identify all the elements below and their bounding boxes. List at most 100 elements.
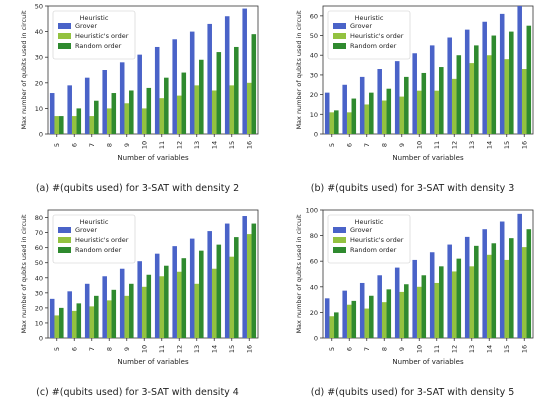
x-tick-label: 14	[210, 141, 218, 149]
x-tick-label: 12	[175, 345, 183, 353]
x-tick-label: 15	[228, 141, 236, 149]
caption-c: (c) #(qubits used) for 3-SAT with densit…	[36, 387, 239, 398]
bar-random	[421, 72, 427, 134]
y-tick-label: 60	[35, 244, 43, 252]
bar-random	[334, 312, 339, 338]
y-tick-label: 0	[39, 131, 43, 139]
y-tick-label: 70	[35, 229, 43, 237]
bar-random	[509, 31, 514, 135]
bar-random	[369, 295, 374, 338]
legend-label-grover: Grover	[350, 226, 372, 234]
legend-label-grover: Grover	[75, 22, 97, 30]
bar-random	[199, 250, 204, 338]
bar-heuristic	[71, 310, 77, 338]
legend-swatch-grover	[58, 23, 71, 29]
bar-grover	[242, 216, 247, 338]
x-tick-label: 7	[363, 347, 371, 351]
bar-heuristic	[106, 300, 112, 338]
y-tick-label: 30	[310, 71, 318, 79]
bar-heuristic	[364, 308, 370, 338]
bar-heuristic	[451, 271, 457, 338]
x-tick-label: 11	[158, 345, 166, 353]
legend-swatch-heuristic	[333, 33, 346, 39]
y-tick-label: 30	[35, 289, 43, 297]
bar-grover	[119, 62, 125, 134]
bar-random	[351, 98, 357, 134]
bar-heuristic	[521, 247, 527, 338]
plot-frame	[322, 209, 534, 339]
bar-grover	[84, 283, 90, 338]
legend-title: Heuristic	[80, 218, 109, 226]
legend-swatch-grover	[333, 227, 346, 233]
bar-grover	[224, 16, 230, 135]
legend-box	[52, 10, 136, 60]
bar-heuristic	[469, 63, 475, 134]
x-tick-label: 12	[175, 141, 183, 149]
legend-label-heuristic: Heuristic's order	[350, 32, 404, 40]
y-tick-label: 40	[310, 52, 318, 60]
bar-heuristic	[416, 90, 422, 134]
bar-random	[164, 77, 169, 134]
bar-grover	[324, 92, 330, 134]
y-tick-label: 40	[35, 28, 43, 36]
x-tick-label: 5	[328, 347, 336, 351]
legend-swatch-grover	[58, 227, 71, 233]
bar-heuristic	[504, 259, 510, 338]
bar-grover	[172, 39, 177, 134]
bar-grover	[464, 29, 470, 135]
y-axis-label: Max number of qubits used in circuit	[20, 214, 28, 334]
bar-grover	[359, 76, 365, 134]
bar-grover	[207, 23, 212, 135]
bar-grover	[137, 261, 142, 338]
legend-swatch-heuristic	[58, 237, 71, 243]
bar-random	[386, 289, 392, 338]
bar-grover	[49, 298, 55, 338]
y-tick-label: 50	[35, 259, 43, 267]
bar-random	[526, 25, 532, 135]
bar-random	[59, 116, 64, 134]
x-tick-label: 6	[345, 347, 353, 351]
bar-random	[404, 284, 409, 338]
bar-heuristic	[54, 116, 60, 134]
caption-b: (b) #(qubits used) for 3-SAT with densit…	[310, 183, 515, 194]
x-tick-label: 16	[245, 141, 253, 149]
y-tick-label: 0	[314, 335, 318, 343]
chart-panel-c: 0 10 20 30 40 50 60 70 80 5 6 7 8 9 10 11 12 13 14 15 16 Numb…	[20, 209, 259, 366]
x-tick-label: 8	[380, 143, 388, 147]
bar-random	[251, 223, 257, 338]
y-tick-label: 20	[35, 79, 43, 87]
legend-label-heuristic: Heuristic's order	[350, 236, 404, 244]
bar-heuristic	[381, 302, 387, 338]
bar-heuristic	[124, 103, 130, 134]
bar-random	[251, 34, 257, 134]
bar-heuristic	[346, 112, 352, 134]
x-tick-label: 8	[105, 347, 113, 351]
bar-grover	[67, 291, 72, 338]
bar-random	[234, 46, 239, 134]
x-tick-label: 15	[503, 345, 511, 353]
bar-heuristic	[54, 315, 60, 338]
x-tick-label: 14	[485, 345, 493, 353]
bar-heuristic	[434, 282, 440, 338]
y-tick-label: 10	[35, 105, 43, 113]
bar-grover	[154, 46, 160, 134]
bar-heuristic	[399, 291, 405, 338]
x-tick-label: 7	[88, 347, 96, 351]
bar-grover	[499, 221, 505, 338]
bar-grover	[429, 252, 435, 338]
bar-random	[146, 87, 152, 134]
y-tick-label: 10	[35, 319, 43, 327]
x-tick-label: 7	[363, 143, 371, 147]
bar-heuristic	[521, 69, 527, 134]
bar-random	[76, 303, 82, 338]
y-tick-label: 30	[35, 54, 43, 62]
bar-random	[456, 55, 462, 134]
bar-random	[404, 76, 409, 134]
bar-random	[526, 229, 532, 338]
x-tick-label: 10	[140, 345, 148, 353]
bar-heuristic	[399, 96, 405, 134]
bar-random	[181, 258, 187, 338]
x-tick-label: 16	[520, 345, 528, 353]
legend-swatch-random	[333, 247, 346, 253]
legend-swatch-random	[333, 43, 346, 49]
